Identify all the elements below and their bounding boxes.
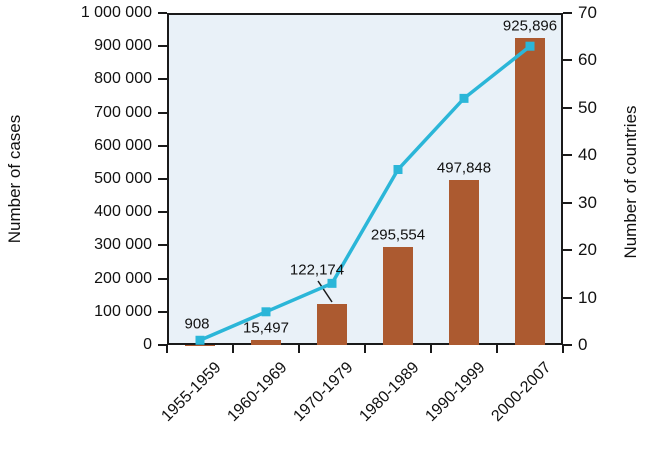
left-axis-tick	[158, 344, 167, 346]
right-axis-tick-label: 70	[578, 3, 597, 22]
line-marker	[393, 165, 403, 175]
line-marker	[525, 41, 535, 51]
label-leader-line	[317, 280, 333, 303]
left-axis-tick-label: 800 000	[94, 70, 152, 88]
left-axis-tick-label: 900 000	[94, 37, 152, 55]
left-axis-tick-label: 1 000 000	[80, 4, 152, 21]
left-axis-tick-label: 0	[143, 336, 152, 353]
left-axis-tick	[158, 78, 167, 81]
x-axis-tick	[430, 345, 432, 353]
left-axis-tick	[158, 12, 167, 14]
left-axis-tick-label: 700 000	[94, 103, 152, 121]
right-axis-tick-label: 60	[578, 50, 597, 70]
bar-value-label: 15,497	[243, 319, 289, 337]
left-axis-tick-label: 400 000	[94, 203, 152, 221]
line-marker	[195, 335, 205, 345]
x-axis-tick	[166, 345, 168, 353]
left-axis-tick-label: 500 000	[94, 170, 152, 187]
right-axis-tick-label: 20	[578, 240, 597, 260]
bar	[317, 304, 347, 345]
x-axis-tick	[496, 345, 498, 353]
right-axis-tick	[563, 249, 572, 252]
right-axis-tick-label: 0	[578, 335, 588, 354]
bar-value-label: 497,848	[436, 159, 492, 177]
right-axis-tick	[563, 59, 572, 62]
left-axis-tick	[158, 45, 167, 48]
bar-value-label: 925,896	[502, 17, 558, 35]
left-axis-tick-label: 200 000	[94, 269, 152, 287]
x-axis-tick	[562, 345, 564, 353]
left-axis-tick	[158, 277, 167, 280]
bar-value-label: 908	[184, 315, 210, 333]
x-axis-tick	[298, 345, 300, 353]
right-axis-tick	[563, 12, 572, 14]
bar	[251, 339, 281, 345]
left-axis-tick	[158, 211, 167, 214]
left-axis-tick	[158, 310, 167, 313]
line-marker	[261, 307, 271, 317]
right-axis-tick	[563, 106, 572, 109]
x-axis-tick	[364, 345, 366, 353]
right-axis-tick-label: 10	[578, 287, 597, 307]
bar-value-label: 122,174	[289, 261, 345, 279]
left-axis-tick-label: 100 000	[94, 302, 152, 320]
bar	[515, 37, 545, 345]
right-axis-tick	[563, 296, 572, 299]
left-axis-tick-label: 300 000	[94, 236, 152, 254]
bar	[383, 246, 413, 345]
right-axis-tick	[563, 154, 572, 157]
bar-value-label: 295,554	[370, 226, 426, 244]
left-axis-tick	[158, 178, 167, 180]
x-axis-tick	[232, 345, 234, 353]
line-marker	[327, 278, 337, 288]
countries-line	[199, 44, 532, 342]
left-axis-tick	[158, 111, 167, 114]
right-axis-tick	[563, 344, 572, 346]
right-axis-tick-label: 40	[578, 145, 597, 165]
right-axis-tick-label: 30	[578, 192, 597, 212]
left-axis-tick	[158, 144, 167, 147]
right-axis-tick-label: 50	[578, 97, 597, 117]
right-axis-tick	[563, 201, 572, 204]
line-marker	[459, 93, 469, 103]
left-axis-tick	[158, 244, 167, 247]
plot-area	[167, 13, 563, 345]
left-axis-tick-label: 600 000	[94, 136, 152, 154]
bar	[449, 179, 479, 345]
